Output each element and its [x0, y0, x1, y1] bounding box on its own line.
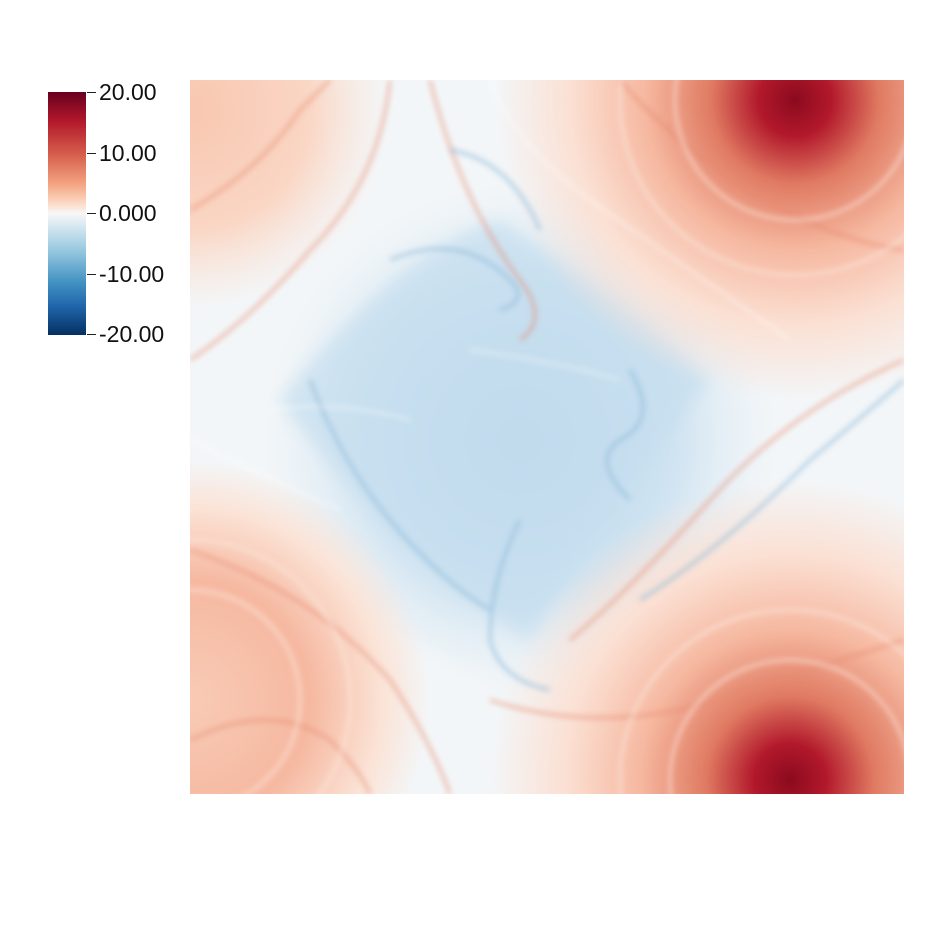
vorticity-field-svg: [190, 80, 904, 794]
vorticity-field-image: [190, 80, 904, 794]
colorbar-tick-label: 20.00: [99, 79, 157, 105]
colorbar-tick: [87, 153, 96, 154]
colorbar-tick-label: -20.00: [99, 321, 165, 347]
colorbar-tick: [87, 92, 96, 93]
colorbar: [48, 92, 86, 335]
colorbar-tick-label: 0.000: [99, 200, 157, 226]
colorbar-tick: [87, 334, 96, 335]
colorbar-tick: [87, 213, 96, 214]
colorbar-tick-label: 10.00: [99, 140, 157, 166]
colorbar-tick-label: -10.00: [99, 261, 165, 287]
colorbar-tick: [87, 274, 96, 275]
